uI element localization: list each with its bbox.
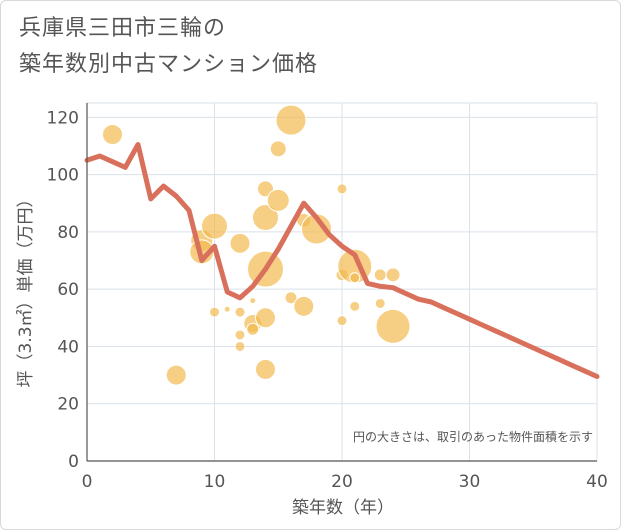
bubble-point [234,329,246,341]
average-price-line [84,142,600,379]
y-tick-label: 100 [47,166,79,186]
bubble-point [336,315,348,327]
bubble-point [229,232,251,254]
bubble-point [252,204,279,232]
bubble-point [246,322,260,336]
bubble-point [249,297,257,305]
bubble-point [201,212,228,240]
y-tick-label: 80 [57,223,79,243]
bubble-point [209,306,220,318]
x-tick-label: 40 [586,472,608,492]
chart-title: 兵庫県三田市三輪の 築年数別中古マンション価格 [19,11,318,83]
bubble-point [223,305,231,313]
chart-title-line-1: 兵庫県三田市三輪の [19,16,227,41]
bubble-point [284,291,298,305]
chart-title-line-2: 築年数別中古マンション価格 [19,52,319,77]
bubbles-series [102,104,411,386]
y-tick-label: 20 [57,395,79,415]
y-tick-label: 120 [47,108,79,128]
bubble-point [349,300,361,312]
bubble-point [255,358,276,380]
bubble-point [234,306,246,318]
bubble-point [266,188,290,212]
bubble-point [293,295,315,317]
axes [86,103,597,462]
bubble-point [349,272,361,284]
bubble-point [385,267,401,283]
bubble-point [275,104,307,136]
y-tick-label: 60 [57,280,79,300]
y-tick-label: 0 [68,452,79,472]
x-tick-label: 0 [82,472,93,492]
trend-line-series [84,142,600,379]
y-axis-title: 坪（3.3㎡）単価（万円） [16,190,36,387]
bubble-point [375,308,411,344]
bubble-point [234,340,246,352]
bubble-size-note: 円の大きさは、取引のあった物件面積を示す [353,429,593,444]
bubble-point [165,364,187,386]
y-tick-label: 40 [57,337,79,357]
bubble-point [373,268,387,282]
x-tick-label: 10 [204,472,226,492]
bubble-point [269,140,287,158]
grid-lines [86,102,598,462]
bubble-point [255,307,276,329]
bubble-point [374,297,386,309]
bubble-point [336,183,348,195]
x-tick-label: 20 [331,472,353,492]
bubble-point [102,124,123,146]
tick-labels: 0 20 40 60 80 100 120 0 10 20 30 40 [47,108,608,492]
x-tick-label: 30 [459,472,481,492]
x-axis-title: 築年数（年） [292,498,394,518]
